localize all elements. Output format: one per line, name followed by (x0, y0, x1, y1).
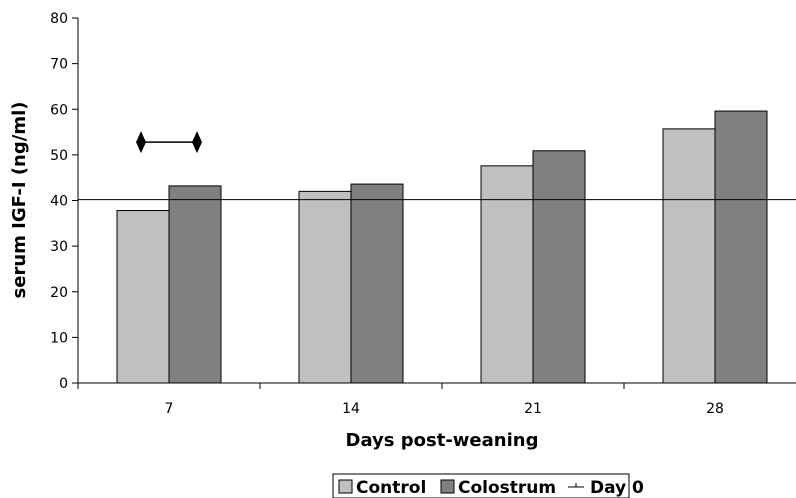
legend-label-colostrum: Colostrum (458, 478, 556, 498)
x-axis: 7 14 21 28 (77, 382, 796, 417)
x-axis-title: Days post-weaning (346, 430, 539, 451)
y-tick-label: 0 (59, 376, 68, 392)
x-tick-label: 21 (524, 401, 542, 417)
y-tick-label: 40 (50, 194, 68, 210)
x-tick-label: 7 (165, 401, 174, 417)
legend-swatch-colostrum (440, 479, 455, 494)
y-tick-label: 10 (50, 330, 68, 346)
diamond-icon (136, 131, 146, 154)
significance-marker (136, 131, 202, 154)
x-tick-label: 28 (706, 401, 724, 417)
bar-control-21 (480, 165, 534, 384)
y-tick-label: 20 (50, 285, 68, 301)
y-tick-label: 50 (50, 148, 68, 164)
bar-control-28 (662, 128, 716, 384)
y-tick-label: 60 (50, 102, 68, 118)
y-axis-title: serum IGF-I (ng/ml) (9, 102, 30, 299)
bar-colostrum-14 (350, 183, 404, 384)
legend-label-day-0: Day 0 (590, 478, 644, 498)
bar-colostrum-21 (532, 150, 586, 384)
legend-label-control: Control (356, 478, 426, 498)
y-tick-label: 30 (50, 239, 68, 255)
bar-control-7 (116, 210, 170, 384)
legend: Control Colostrum Day 0 (332, 473, 644, 498)
bar-control-14 (298, 190, 352, 384)
bar-colostrum-7 (168, 185, 222, 384)
legend-swatch-control (338, 479, 353, 494)
diamond-icon (192, 131, 202, 154)
bar-colostrum-28 (714, 110, 768, 384)
x-tick-label: 14 (342, 401, 360, 417)
y-tick-label: 70 (50, 57, 68, 73)
y-tick-label: 80 (50, 11, 68, 27)
legend-frame (332, 473, 630, 498)
y-axis: 0 10 20 30 40 50 60 70 80 (50, 11, 79, 392)
bars (116, 110, 768, 384)
